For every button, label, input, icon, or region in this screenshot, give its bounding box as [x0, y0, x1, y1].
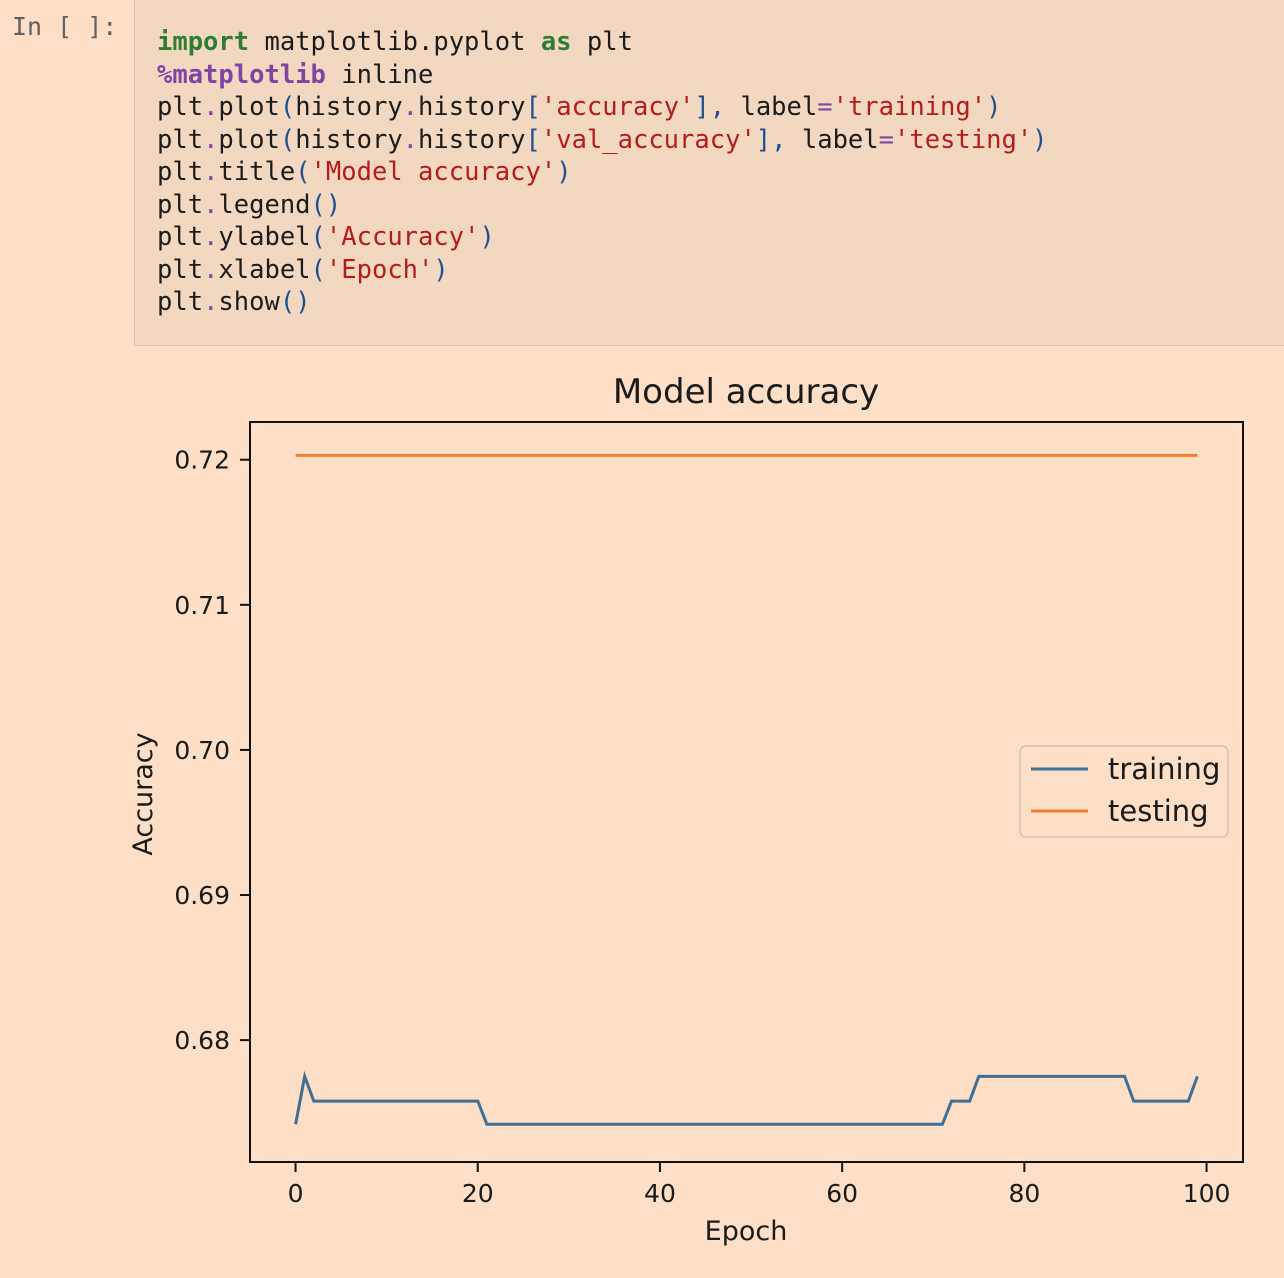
x-tick-label: 0 [288, 1179, 304, 1208]
accuracy-chart: Model accuracy 0.68 0.69 0.70 0.71 0.72 0 20 4… [128, 372, 1244, 1247]
legend-label-testing: testing [1108, 794, 1209, 828]
legend-label-training: training [1108, 752, 1220, 786]
code-cell-editor[interactable]: import matplotlib.pyplot as plt %matplot… [134, 0, 1284, 346]
series-line-training [294, 1070, 1199, 1126]
x-tick-label: 40 [644, 1179, 676, 1208]
x-axis-label: Epoch [705, 1216, 788, 1247]
code-text[interactable]: import matplotlib.pyplot as plt %matplot… [157, 27, 1048, 317]
x-tick-label: 100 [1183, 1179, 1231, 1208]
x-tick-label: 20 [462, 1179, 494, 1208]
x-axis: 0 20 40 60 80 100 [288, 1162, 1231, 1208]
axes-frame [249, 421, 1244, 1163]
x-tick-label: 60 [826, 1179, 858, 1208]
y-tick-label: 0.72 [174, 446, 230, 475]
chart-title: Model accuracy [613, 372, 879, 412]
legend: training testing [1019, 745, 1229, 838]
cell-prompt: In [ ]: [12, 12, 118, 41]
y-tick-label: 0.68 [174, 1026, 230, 1055]
y-tick-label: 0.69 [174, 881, 230, 910]
y-axis-label: Accuracy [128, 732, 159, 855]
y-axis: 0.68 0.69 0.70 0.71 0.72 [174, 446, 250, 1055]
y-tick-label: 0.71 [174, 591, 230, 620]
plot-area [294, 453, 1199, 1126]
x-tick-label: 80 [1008, 1179, 1040, 1208]
y-tick-label: 0.70 [174, 736, 230, 765]
